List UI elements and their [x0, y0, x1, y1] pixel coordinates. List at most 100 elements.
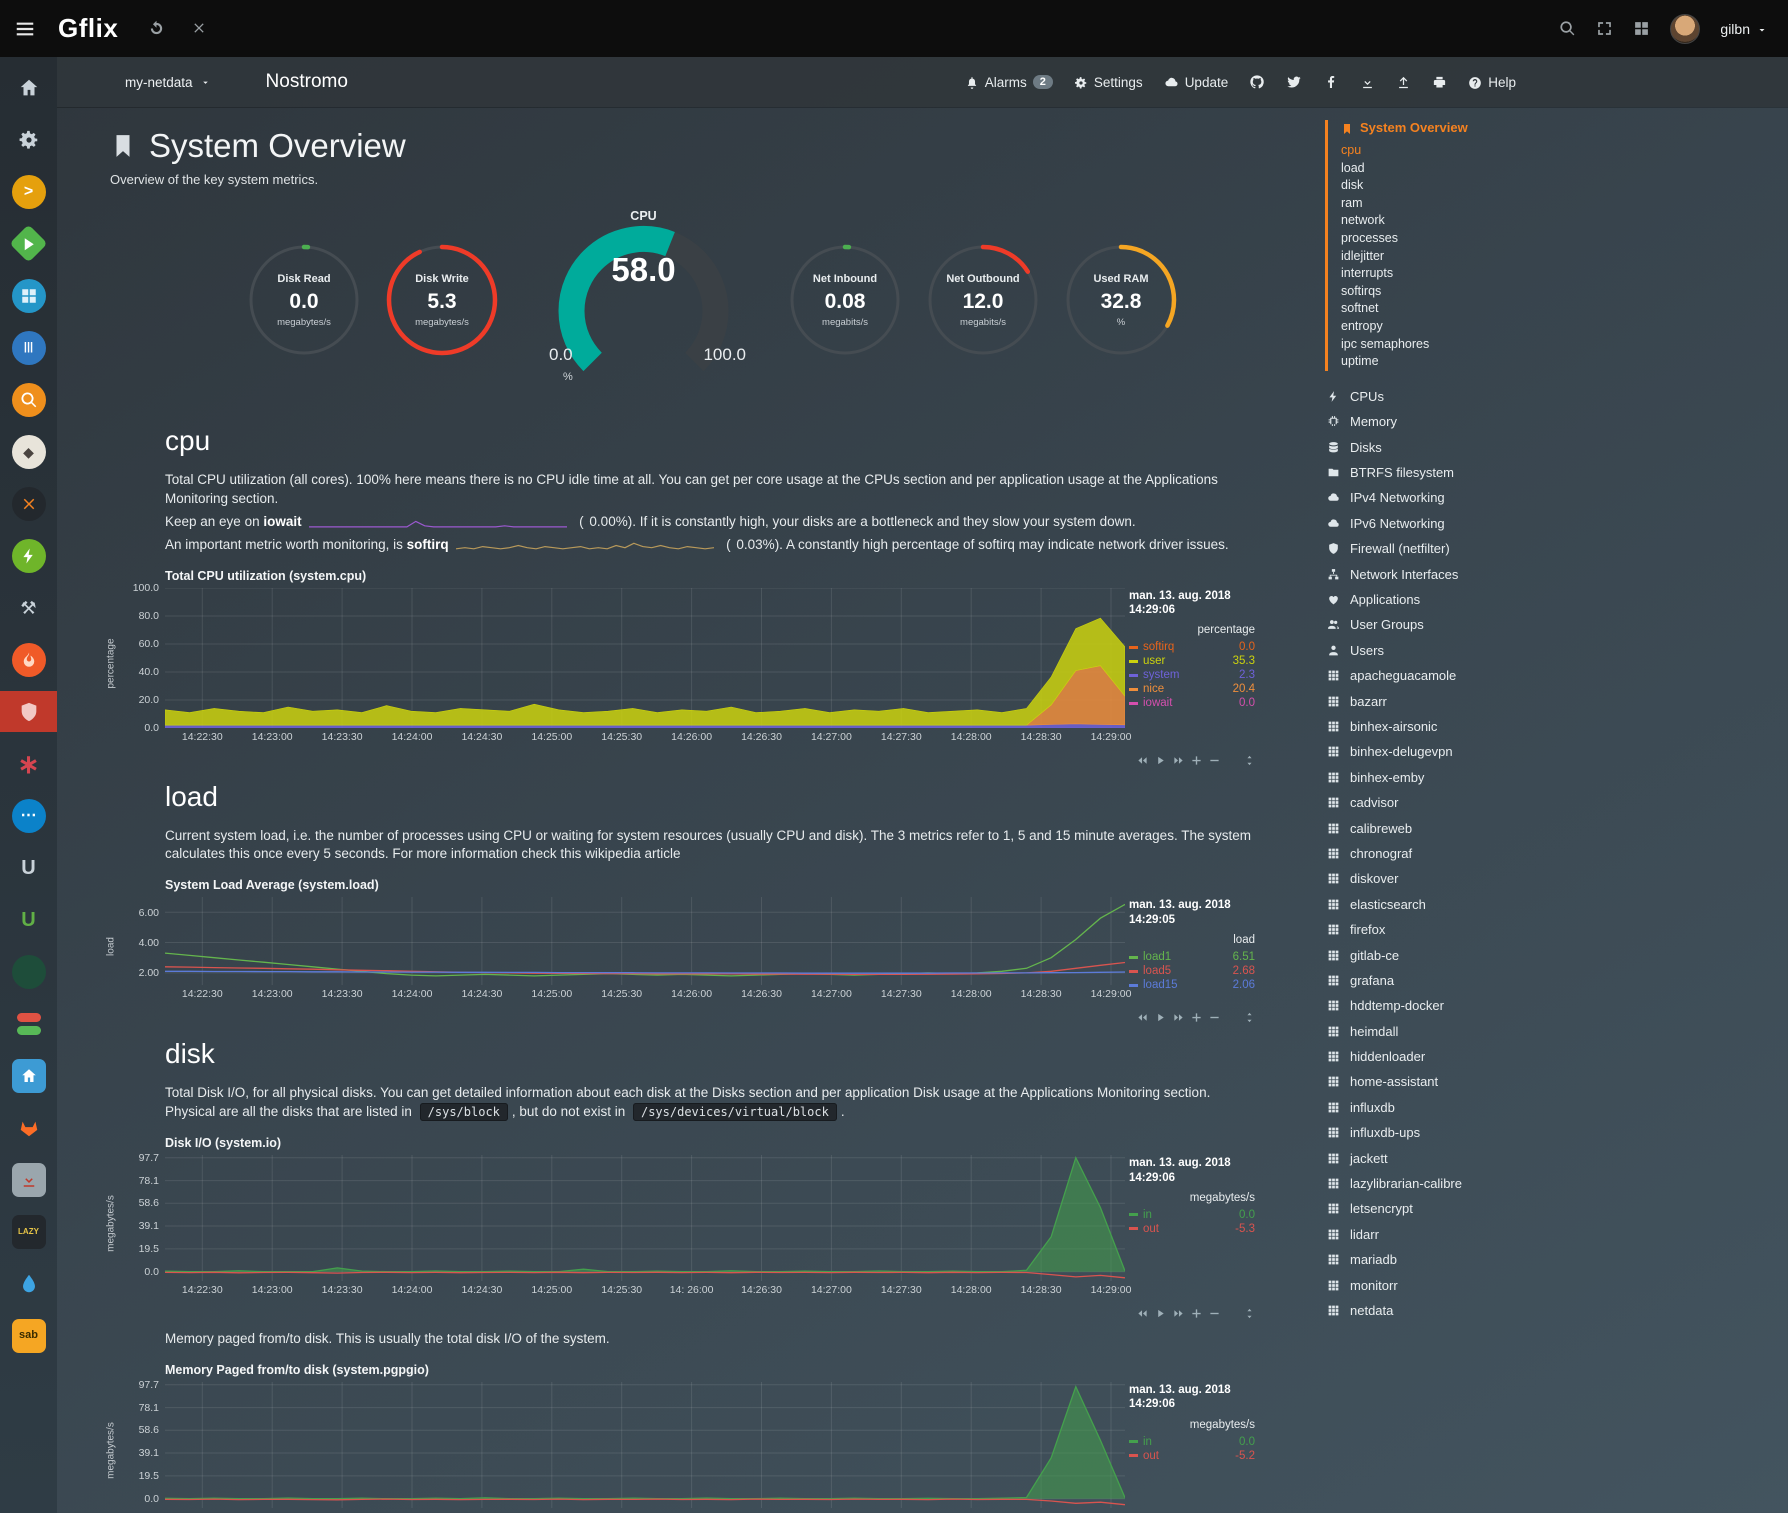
- menu-app-jackett[interactable]: jackett: [1325, 1145, 1625, 1170]
- download-app-icon[interactable]: [0, 1159, 57, 1200]
- legend-row-out[interactable]: out-5.2: [1129, 1450, 1255, 1462]
- deluge-app-icon[interactable]: [0, 1263, 57, 1304]
- gauge-net-outbound[interactable]: Net Outbound12.0megabits/s: [918, 234, 1048, 366]
- play-button[interactable]: [1155, 1012, 1166, 1023]
- menu-app-bazarr[interactable]: bazarr: [1325, 688, 1625, 713]
- plus-button[interactable]: [1191, 755, 1202, 766]
- emby-app-icon[interactable]: [0, 223, 57, 264]
- legend-row-in[interactable]: in0.0: [1129, 1436, 1255, 1448]
- menu-item-idlejitter[interactable]: idlejitter: [1341, 248, 1625, 266]
- legend-row-nice[interactable]: nice20.4: [1129, 683, 1255, 695]
- flame-app-icon[interactable]: [0, 639, 57, 680]
- menu-item-ipc-semaphores[interactable]: ipc semaphores: [1341, 336, 1625, 354]
- menu-item-load[interactable]: load: [1341, 160, 1625, 178]
- plus-button[interactable]: [1191, 1308, 1202, 1319]
- menu-section-ipv4-networking[interactable]: IPv4 Networking: [1325, 485, 1625, 510]
- docker-app-icon[interactable]: [0, 275, 57, 316]
- ubooquity-app-icon[interactable]: U: [0, 847, 57, 888]
- pills-app-icon[interactable]: [0, 1003, 57, 1044]
- menu-section-cpus[interactable]: CPUs: [1325, 384, 1625, 409]
- legend-row-load1[interactable]: load16.51: [1129, 951, 1255, 963]
- menu-app-letsencrypt[interactable]: letsencrypt: [1325, 1196, 1625, 1221]
- rew-button[interactable]: [1137, 755, 1148, 766]
- plus-button[interactable]: [1191, 1012, 1202, 1023]
- lazylibrarian-app-icon[interactable]: LAZY: [0, 1211, 57, 1252]
- menu-app-hiddenloader[interactable]: hiddenloader: [1325, 1044, 1625, 1069]
- gauge-net-inbound[interactable]: Net Inbound0.08megabits/s: [780, 234, 910, 366]
- menu-section-network-interfaces[interactable]: Network Interfaces: [1325, 561, 1625, 586]
- menu-section-btrfs-filesystem[interactable]: BTRFS filesystem: [1325, 460, 1625, 485]
- flower-app-icon[interactable]: ∗: [0, 743, 57, 784]
- upload-icon[interactable]: [1396, 75, 1411, 90]
- legend-row-in[interactable]: in0.0: [1129, 1209, 1255, 1221]
- menu-app-mariadb[interactable]: mariadb: [1325, 1247, 1625, 1272]
- gauge-disk-write[interactable]: Disk Write5.3megabytes/s: [377, 234, 507, 366]
- legend-row-user[interactable]: user35.3: [1129, 655, 1255, 667]
- rew-button[interactable]: [1137, 1308, 1148, 1319]
- print-icon[interactable]: [1432, 75, 1447, 90]
- apps-grid-icon[interactable]: [1633, 20, 1650, 38]
- menu-app-heimdall[interactable]: heimdall: [1325, 1018, 1625, 1043]
- download-icon[interactable]: [1360, 75, 1375, 90]
- legend-row-load15[interactable]: load152.06: [1129, 979, 1255, 991]
- menu-app-diskover[interactable]: diskover: [1325, 866, 1625, 891]
- home-icon[interactable]: [0, 67, 57, 108]
- user-menu[interactable]: gilbn: [1720, 21, 1768, 37]
- menu-app-chronograf[interactable]: chronograf: [1325, 841, 1625, 866]
- menu-item-processes[interactable]: processes: [1341, 230, 1625, 248]
- menu-app-influxdb[interactable]: influxdb: [1325, 1095, 1625, 1120]
- ff-button[interactable]: [1173, 1308, 1184, 1319]
- menu-app-lazylibrarian-calibre[interactable]: lazylibrarian-calibre: [1325, 1171, 1625, 1196]
- menu-app-binhex-delugevpn[interactable]: binhex-delugevpn: [1325, 739, 1625, 764]
- menu-item-disk[interactable]: disk: [1341, 177, 1625, 195]
- menu-item-interrupts[interactable]: interrupts: [1341, 265, 1625, 283]
- menu-app-binhex-emby[interactable]: binhex-emby: [1325, 765, 1625, 790]
- close-icon[interactable]: [191, 20, 207, 38]
- airsonic-app-icon[interactable]: |||: [0, 327, 57, 368]
- gauge-disk-read[interactable]: Disk Read0.0megabytes/s: [239, 234, 369, 366]
- gitlab-app-icon[interactable]: [0, 1107, 57, 1148]
- settings-gear-icon[interactable]: [0, 119, 57, 160]
- legend-row-system[interactable]: system2.3: [1129, 669, 1255, 681]
- menu-app-firefox[interactable]: firefox: [1325, 917, 1625, 942]
- host-dropdown[interactable]: my-netdata: [125, 75, 211, 90]
- menu-item-softirqs[interactable]: softirqs: [1341, 283, 1625, 301]
- menu-app-gitlab-ce[interactable]: gitlab-ce: [1325, 942, 1625, 967]
- play-button[interactable]: [1155, 1308, 1166, 1319]
- legend-row-iowait[interactable]: iowait0.0: [1129, 697, 1255, 709]
- menu-section-disks[interactable]: Disks: [1325, 435, 1625, 460]
- menu-section-applications[interactable]: Applications: [1325, 587, 1625, 612]
- chart-plot[interactable]: megabytes/s97.778.158.639.119.50.0: [165, 1382, 1125, 1508]
- menu-item-entropy[interactable]: entropy: [1341, 318, 1625, 336]
- menu-section-users[interactable]: Users: [1325, 638, 1625, 663]
- menu-app-calibreweb[interactable]: calibreweb: [1325, 815, 1625, 840]
- menu-app-lidarr[interactable]: lidarr: [1325, 1222, 1625, 1247]
- green-u-app-icon[interactable]: U: [0, 899, 57, 940]
- menu-app-netdata[interactable]: netdata: [1325, 1298, 1625, 1323]
- search-icon[interactable]: [1559, 20, 1576, 38]
- chart-plot[interactable]: megabytes/s97.778.158.639.119.50.0: [165, 1155, 1125, 1281]
- menu-app-monitorr[interactable]: monitorr: [1325, 1272, 1625, 1297]
- menu-app-hddtemp-docker[interactable]: hddtemp-docker: [1325, 993, 1625, 1018]
- jackett-search-app-icon[interactable]: [0, 379, 57, 420]
- plex-app-icon[interactable]: >: [0, 171, 57, 212]
- menu-item-softnet[interactable]: softnet: [1341, 300, 1625, 318]
- github-icon[interactable]: [1249, 74, 1265, 90]
- organizr-app-icon[interactable]: [0, 483, 57, 524]
- shield-app-icon[interactable]: [0, 691, 57, 732]
- menu-app-elasticsearch[interactable]: elasticsearch: [1325, 892, 1625, 917]
- chart-resize-handle[interactable]: [1244, 755, 1255, 766]
- menu-app-cadvisor[interactable]: cadvisor: [1325, 790, 1625, 815]
- legend-row-load5[interactable]: load52.68: [1129, 965, 1255, 977]
- menu-app-grafana[interactable]: grafana: [1325, 968, 1625, 993]
- chart-resize-handle[interactable]: [1244, 1308, 1255, 1319]
- gauge-used-ram[interactable]: Used RAM32.8%: [1056, 234, 1186, 366]
- menu-item-uptime[interactable]: uptime: [1341, 353, 1625, 371]
- menu-app-influxdb-ups[interactable]: influxdb-ups: [1325, 1120, 1625, 1145]
- menu-item-system-overview[interactable]: System Overview: [1341, 120, 1625, 135]
- avatar[interactable]: [1670, 14, 1700, 44]
- twitter-icon[interactable]: [1286, 74, 1302, 90]
- menu-section-user-groups[interactable]: User Groups: [1325, 612, 1625, 637]
- chart-resize-handle[interactable]: [1244, 1012, 1255, 1023]
- round-light-app-icon[interactable]: ◆: [0, 431, 57, 472]
